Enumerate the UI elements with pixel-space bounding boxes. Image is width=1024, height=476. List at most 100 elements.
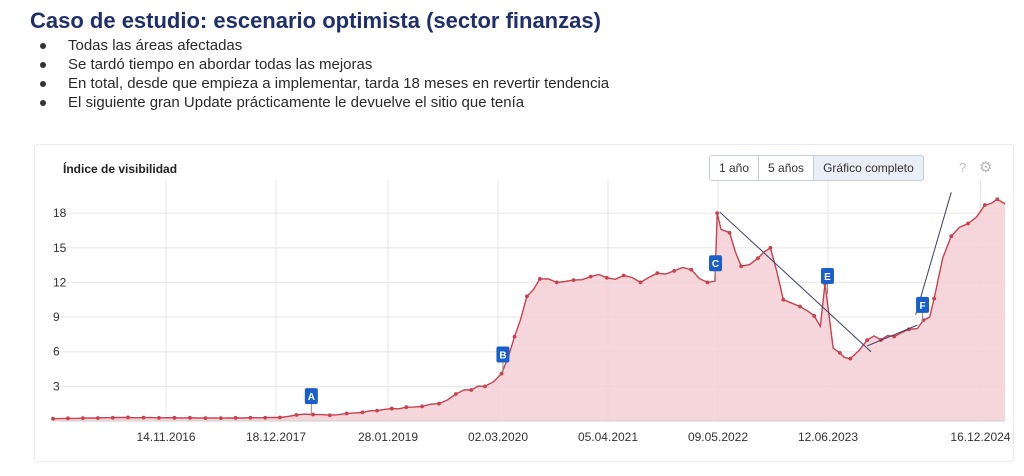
data-point (248, 415, 253, 420)
data-point (66, 416, 70, 421)
x-tick-label: 12.06.2023 (798, 430, 858, 444)
data-point (157, 415, 161, 420)
bullet-item: Se tardó tiempo en abordar todas las mej… (38, 55, 609, 74)
chart-title: Índice de visibilidad (63, 162, 178, 176)
bullet-list: Todas las áreas afectadas Se tardó tiemp… (38, 36, 609, 112)
data-point (110, 415, 115, 420)
data-point (219, 416, 223, 421)
event-marker (304, 388, 318, 405)
visibility-chart-panel: 3 6 9 12 15 18 14.11.2016 18.12.2017 28.01.2019 0… (34, 144, 1014, 462)
data-point (848, 356, 853, 361)
data-point (311, 412, 315, 417)
x-tick-label: 14.11.2016 (136, 430, 195, 444)
y-tick-label: 15 (53, 241, 67, 255)
data-point (715, 211, 720, 215)
data-point (865, 338, 870, 343)
data-point (604, 275, 609, 280)
y-tick-label: 18 (53, 206, 67, 220)
data-point (51, 416, 55, 421)
data-point (537, 277, 542, 281)
bullet-item: El siguiente gran Update prácticamente l… (38, 93, 609, 112)
data-point (689, 267, 694, 272)
question-mark-icon[interactable]: ? (959, 160, 967, 175)
data-point (621, 273, 626, 278)
data-point (554, 280, 559, 285)
data-point (966, 221, 970, 226)
gear-icon[interactable]: ⚙ (979, 159, 993, 176)
trend-line (866, 324, 918, 347)
range-5-years-button[interactable]: 5 años (759, 156, 815, 180)
data-point (705, 280, 710, 285)
data-point (263, 415, 268, 420)
event-marker (916, 296, 930, 313)
data-point (80, 416, 85, 421)
x-tick-label: 02.03.2020 (468, 430, 528, 444)
event-marker-label: F (920, 301, 926, 312)
x-tick-label: 18.12.2017 (246, 430, 306, 444)
y-tick-label: 12 (53, 275, 67, 289)
data-point (344, 411, 349, 416)
data-point (768, 245, 773, 250)
bullet-item: Todas las áreas afectadas (38, 36, 609, 55)
data-point (420, 404, 424, 409)
data-point (327, 413, 332, 418)
data-point (812, 314, 817, 318)
data-point (638, 280, 643, 285)
data-point (949, 234, 954, 239)
data-point (469, 388, 474, 392)
data-point (172, 415, 177, 420)
data-point (375, 408, 379, 413)
data-point (453, 392, 458, 396)
data-point (655, 271, 660, 276)
data-point (360, 410, 365, 415)
event-marker (820, 267, 834, 284)
data-point (756, 256, 760, 261)
data-point (404, 405, 409, 410)
x-tick-label: 28.01.2019 (358, 430, 418, 444)
data-point (483, 384, 487, 389)
data-point (141, 415, 146, 420)
data-point (932, 296, 937, 301)
data-point (727, 230, 732, 235)
data-point (995, 197, 1000, 202)
data-point (278, 415, 282, 420)
data-point (781, 297, 786, 302)
x-tick-label: 09.05.2022 (688, 430, 748, 444)
x-tick-label: 16.12.2024 (950, 430, 1010, 444)
data-point (571, 278, 576, 282)
x-tick-label: 05.04.2021 (578, 430, 638, 444)
data-point (95, 416, 100, 420)
data-point (437, 401, 441, 406)
data-point (233, 415, 238, 420)
data-point (982, 203, 987, 207)
event-marker-label: B (499, 350, 506, 361)
y-tick-label: 9 (53, 310, 60, 324)
range-full-chart-button[interactable]: Gráfico completo (814, 156, 923, 180)
y-tick-label: 6 (53, 345, 60, 359)
y-tick-label: 3 (53, 379, 60, 393)
data-point (672, 268, 677, 273)
data-point (837, 350, 842, 355)
range-selector: 1 año 5 años Gráfico completo (709, 155, 924, 181)
event-marker (496, 346, 510, 363)
data-point (389, 406, 394, 411)
bullet-item: En total, desde que empieza a implementa… (38, 74, 609, 93)
data-point (188, 415, 192, 420)
data-point (798, 304, 802, 309)
visibility-chart: 3 6 9 12 15 18 14.11.2016 18.12.2017 28.01.2019 0… (51, 180, 1011, 444)
range-1-year-button[interactable]: 1 año (710, 156, 760, 180)
data-point (512, 334, 517, 339)
trend-line (719, 211, 872, 353)
data-point (499, 371, 504, 376)
data-point (294, 413, 299, 417)
event-marker-label: C (712, 259, 719, 270)
event-marker-label: E (824, 272, 831, 283)
data-point (739, 264, 744, 269)
visibility-area (53, 199, 1005, 421)
data-point (588, 274, 593, 279)
data-point (126, 415, 130, 420)
data-point (203, 416, 208, 421)
trend-line (915, 192, 952, 315)
slide-title: Caso de estudio: escenario optimista (se… (30, 8, 601, 33)
event-marker-label: A (308, 392, 315, 403)
